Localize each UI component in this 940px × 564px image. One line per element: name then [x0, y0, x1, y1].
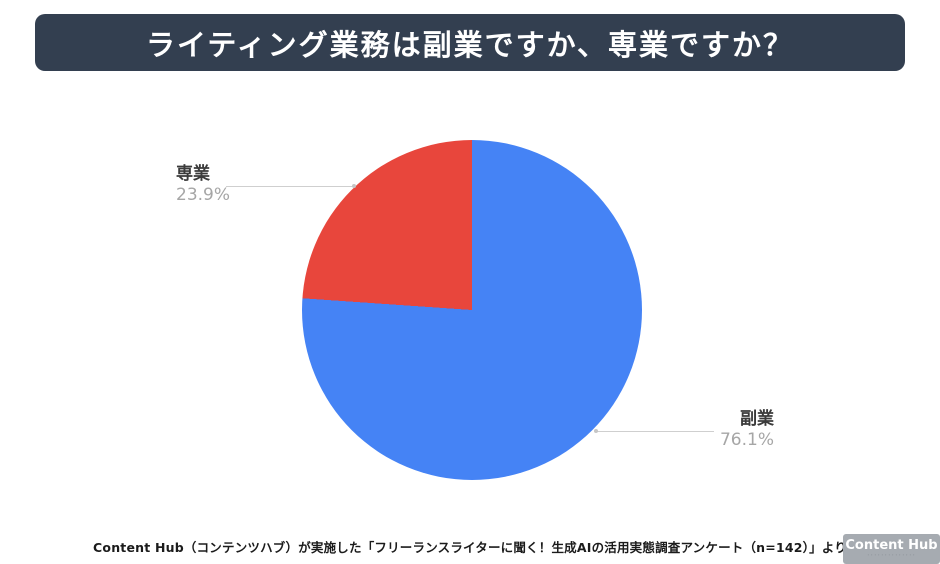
- source-attribution: Content Hub（コンテンツハブ）が実施した「フリーランスライターに聞く！…: [93, 540, 847, 555]
- pie-chart: [302, 140, 642, 480]
- content-hub-logo: Content Hub ･･････････････: [843, 534, 940, 564]
- leader-dot-fukuGyo: [594, 429, 598, 433]
- leader-line-senGyo: [226, 186, 354, 187]
- callout-fukuGyo: 副業 76.1%: [690, 409, 774, 452]
- leader-dot-senGyo: [352, 184, 356, 188]
- slice-value-senGyo: 23.9%: [176, 185, 231, 206]
- page-title: ライティング業務は副業ですか、専業ですか？: [145, 27, 795, 62]
- logo-name: Content Hub: [845, 538, 938, 554]
- callout-senGyo: 専業 23.9%: [176, 164, 230, 207]
- leader-line-fukuGyo: [596, 431, 714, 432]
- title-banner: ライティング業務は副業ですか、専業ですか？: [35, 14, 905, 71]
- slice-label-senGyo: 専業: [176, 164, 210, 184]
- logo-tagline: ･･････････････: [866, 552, 916, 559]
- slice-value-fukuGyo: 76.1%: [719, 430, 774, 451]
- slice-label-fukuGyo: 副業: [740, 409, 774, 429]
